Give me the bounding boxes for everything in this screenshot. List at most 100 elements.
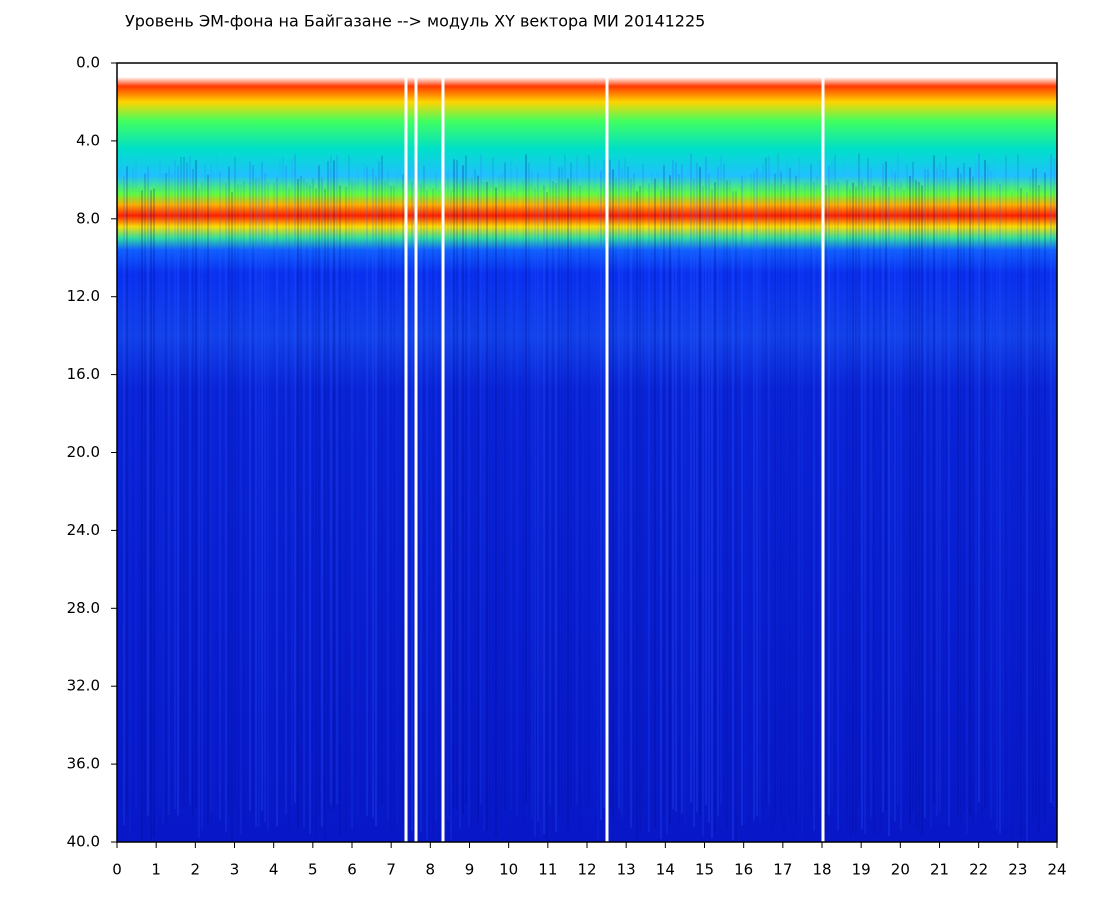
streak — [402, 174, 404, 824]
streak — [627, 166, 629, 816]
streak — [1032, 168, 1034, 818]
streak — [690, 153, 692, 803]
streak — [894, 172, 896, 822]
streak — [465, 155, 467, 805]
streak — [546, 192, 548, 842]
streak — [615, 177, 617, 827]
streak — [393, 185, 395, 835]
streak — [216, 154, 218, 803]
x-tick-label: 10 — [499, 861, 518, 879]
streak — [495, 187, 497, 837]
streak — [678, 174, 680, 824]
streak — [192, 168, 194, 818]
streak — [477, 175, 479, 825]
streak — [267, 181, 269, 831]
streak — [504, 162, 506, 812]
streak — [225, 182, 227, 832]
streak — [234, 156, 236, 806]
streak — [375, 177, 377, 827]
streak — [198, 188, 200, 838]
streak — [222, 181, 224, 830]
streak — [264, 173, 266, 823]
streak — [165, 172, 167, 822]
streak — [669, 175, 671, 825]
streak — [954, 171, 956, 820]
x-tick-label: 19 — [852, 861, 871, 879]
y-tick-label: 36.0 — [67, 755, 100, 773]
x-tick-label: 18 — [812, 861, 831, 879]
streak — [819, 160, 821, 810]
streak — [390, 186, 392, 836]
streak — [942, 169, 944, 819]
streak — [300, 175, 302, 825]
streak — [360, 188, 362, 837]
streak — [306, 182, 308, 832]
streak — [699, 167, 701, 817]
streak — [258, 177, 260, 827]
streak — [426, 190, 428, 840]
streak — [1011, 192, 1013, 842]
streak — [276, 177, 278, 827]
streak — [585, 155, 587, 804]
streak — [1038, 185, 1040, 835]
streak — [837, 181, 839, 831]
streak — [852, 182, 854, 832]
streak — [717, 166, 719, 816]
streak — [252, 165, 254, 815]
streak — [867, 158, 869, 808]
streak — [636, 191, 638, 841]
streak — [750, 173, 752, 823]
streak — [903, 190, 905, 840]
streak — [123, 176, 125, 826]
streak — [141, 190, 143, 840]
x-tick-label: 17 — [773, 861, 792, 879]
streak — [228, 166, 230, 816]
streak — [348, 154, 350, 804]
streak — [798, 157, 800, 807]
streak — [747, 171, 749, 820]
streak — [309, 184, 311, 834]
streak — [630, 178, 632, 828]
streak — [705, 156, 707, 806]
x-tick-label: 9 — [465, 861, 475, 879]
streak — [453, 159, 455, 809]
streak — [552, 180, 554, 830]
streak — [855, 186, 857, 836]
streak — [828, 166, 830, 816]
streak — [531, 169, 533, 819]
x-tick-label: 4 — [269, 861, 279, 879]
streak — [729, 179, 731, 829]
streak — [399, 155, 401, 804]
streak — [351, 180, 353, 830]
x-tick-label: 12 — [577, 861, 596, 879]
streak — [186, 162, 188, 812]
streak — [672, 160, 674, 810]
streak — [369, 191, 371, 840]
streak — [810, 164, 812, 814]
streak — [741, 176, 743, 826]
streak — [789, 167, 791, 817]
streak — [792, 191, 794, 841]
streak — [396, 174, 398, 824]
streak — [255, 178, 257, 828]
streak — [492, 157, 494, 807]
streak — [993, 159, 995, 808]
streak — [420, 183, 422, 833]
streak — [507, 183, 509, 832]
streak — [510, 160, 512, 810]
x-tick-label: 8 — [426, 861, 436, 879]
streak — [1029, 176, 1031, 826]
streak — [534, 187, 536, 837]
chart-title: Уровень ЭМ-фона на Байгазане --> модуль … — [125, 12, 705, 31]
streak — [387, 170, 389, 820]
streak — [909, 175, 911, 825]
streak — [783, 184, 785, 834]
streak — [915, 180, 917, 830]
streak — [999, 184, 1001, 834]
streak — [162, 174, 164, 824]
streak — [1050, 154, 1052, 804]
streak — [462, 165, 464, 815]
streak — [951, 172, 953, 821]
streak — [570, 162, 572, 812]
y-tick-label: 16.0 — [67, 365, 100, 383]
